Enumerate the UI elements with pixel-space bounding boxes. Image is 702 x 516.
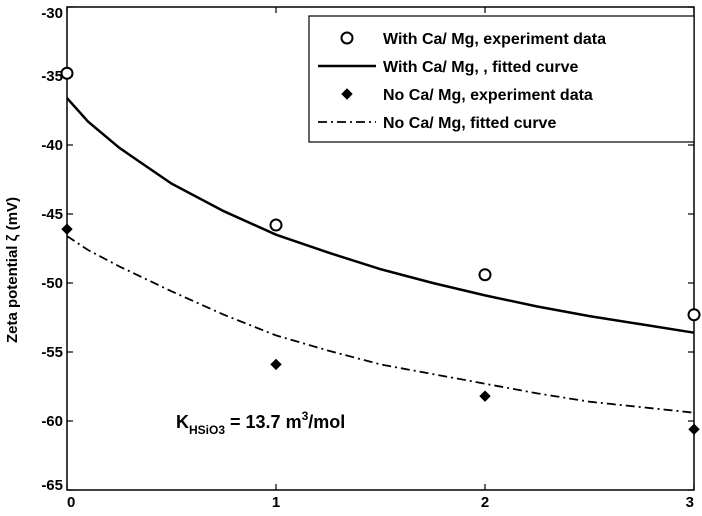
legend-box (308, 15, 695, 143)
k-annotation-unit: /mol (308, 412, 345, 432)
legend: With Ca/ Mg, experiment data With Ca/ Mg,… (308, 15, 695, 143)
y-tick-label: -55 (41, 344, 63, 361)
k-annotation-superscript: 3 (302, 409, 309, 423)
data-point (478, 268, 492, 282)
legend-label: No Ca/ Mg, fitted curve (383, 115, 556, 132)
data-point (270, 358, 282, 371)
legend-entry: With Ca/ Mg, experiment data (340, 31, 606, 48)
legend-marker (340, 31, 354, 45)
k-annotation-subscript: HSiO3 (189, 423, 225, 437)
series-1-line (66, 97, 695, 334)
legend-label: With Ca/ Mg, experiment data (383, 31, 606, 48)
fitted-curve-line (66, 235, 695, 414)
data-point (60, 66, 74, 80)
k-annotation: KHSiO3 = 13.7 m3/mol (176, 409, 345, 437)
y-axis-label: Zeta potential ζ (mV) (4, 197, 21, 343)
data-point (688, 423, 700, 435)
y-tick-label: -50 (41, 275, 63, 292)
series-3-line (66, 235, 695, 414)
fitted-curve-line (66, 97, 695, 334)
legend-label: No Ca/ Mg, experiment data (383, 87, 593, 104)
data-point (479, 390, 491, 402)
x-tick-label: 1 (272, 494, 280, 511)
series-0-points (60, 66, 701, 322)
y-tick-label: -65 (41, 477, 63, 494)
plot-frame (66, 6, 695, 491)
data-point (687, 308, 701, 322)
x-tick-label: 0 (67, 494, 75, 511)
series-2-points (61, 223, 700, 435)
y-tick-label: -35 (41, 68, 63, 85)
legend-entry: No Ca/ Mg, fitted curve (318, 115, 556, 132)
y-tick-label: -40 (41, 137, 63, 154)
legend-entry: With Ca/ Mg, , fitted curve (318, 59, 579, 76)
legend-entry: No Ca/ Mg, experiment data (341, 87, 593, 104)
k-annotation-value: = 13.7 m (225, 412, 302, 432)
k-annotation-k: K (176, 412, 189, 432)
data-point (269, 218, 283, 232)
y-tick-label: -45 (41, 206, 63, 223)
data-point (61, 223, 73, 235)
x-tick-label: 2 (481, 494, 489, 511)
y-tick-label: -30 (41, 5, 63, 22)
tick-labels: 0 1 2 3 -30 -35 -40 -45 -50 -55 -60 -65 (41, 5, 694, 511)
y-tick-label: -60 (41, 413, 63, 430)
legend-label: With Ca/ Mg, , fitted curve (383, 59, 579, 76)
series (60, 66, 701, 435)
legend-marker (341, 88, 353, 100)
x-tick-label: 3 (686, 494, 694, 511)
